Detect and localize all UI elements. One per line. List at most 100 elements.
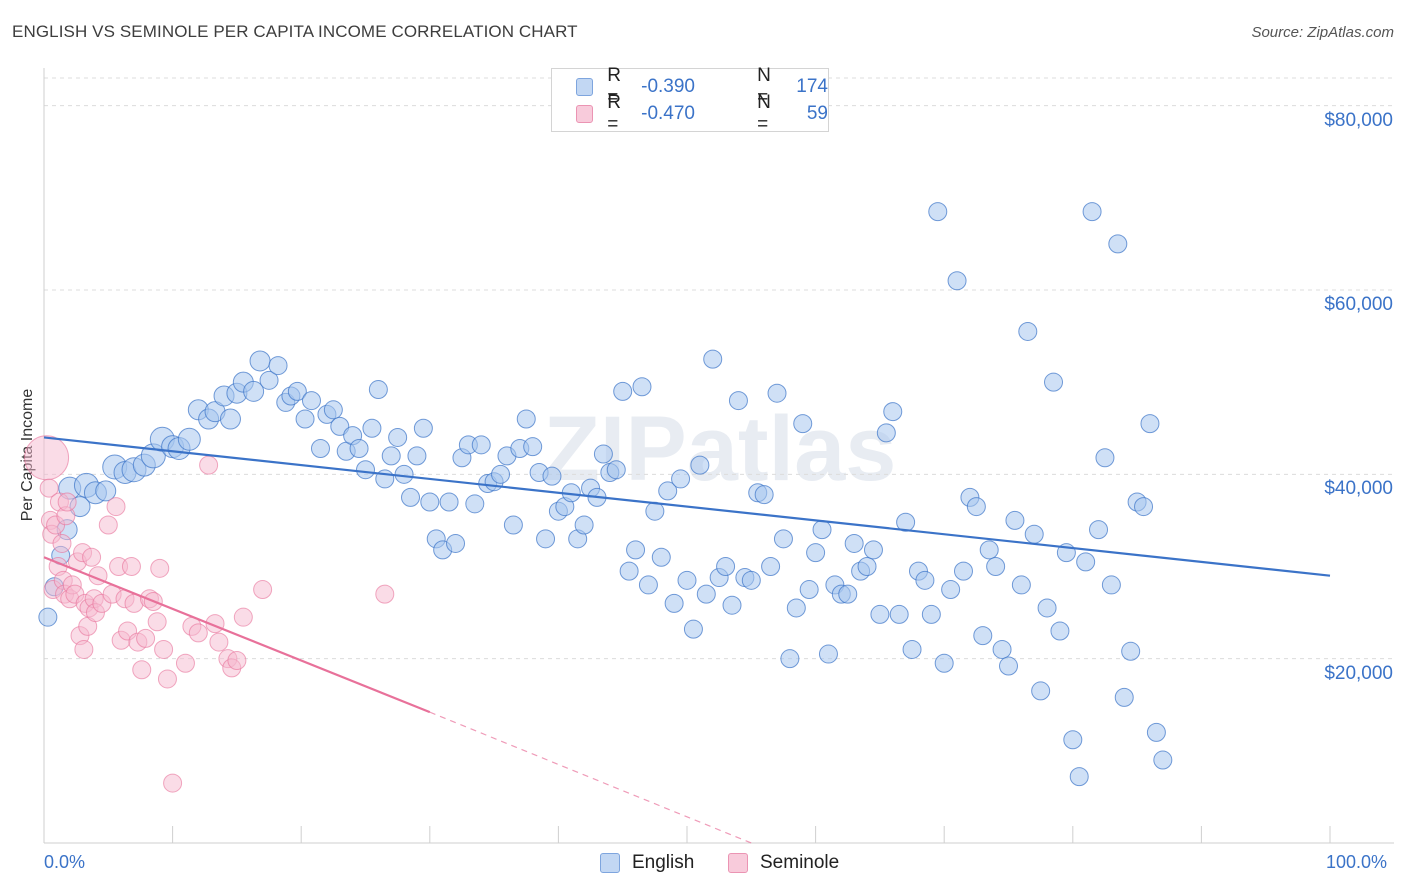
english-point bbox=[38, 607, 58, 627]
english-point bbox=[1050, 621, 1070, 641]
english-point bbox=[921, 604, 941, 624]
english-point bbox=[407, 446, 427, 466]
english-point bbox=[95, 480, 117, 502]
english-point bbox=[1095, 448, 1115, 468]
legend-n-label: N = bbox=[757, 65, 771, 108]
english-point bbox=[420, 492, 440, 512]
english-point bbox=[465, 494, 485, 514]
seminole-trend-line bbox=[43, 556, 431, 714]
english-point bbox=[491, 464, 511, 484]
english-point bbox=[523, 437, 543, 457]
english-point bbox=[1063, 730, 1083, 750]
english-point bbox=[889, 604, 909, 624]
legend-item-seminole: Seminole bbox=[728, 852, 839, 874]
x-tick-label-min: 0.0% bbox=[44, 852, 86, 872]
english-point bbox=[606, 460, 626, 480]
english-swatch bbox=[576, 78, 594, 96]
english-point bbox=[812, 520, 832, 540]
english-point bbox=[793, 414, 813, 434]
legend-r-label: R = bbox=[607, 65, 621, 108]
english-point bbox=[941, 580, 961, 600]
english-point bbox=[1121, 641, 1141, 661]
english-point bbox=[1076, 552, 1096, 572]
english-point bbox=[1024, 524, 1044, 544]
seminole-point bbox=[233, 607, 253, 627]
seminole-point bbox=[98, 515, 118, 535]
english-point bbox=[761, 556, 781, 576]
english-point bbox=[844, 533, 864, 553]
english-point bbox=[249, 350, 271, 372]
english-point bbox=[780, 649, 800, 669]
seminole-swatch bbox=[576, 105, 594, 123]
y-tick-label: $40,000 bbox=[1324, 478, 1393, 500]
english-point bbox=[806, 543, 826, 563]
seminole-point bbox=[121, 556, 141, 576]
seminole-point bbox=[157, 669, 177, 689]
english-point bbox=[934, 653, 954, 673]
english-point bbox=[986, 556, 1006, 576]
english-point bbox=[626, 540, 646, 560]
english-point bbox=[330, 416, 350, 436]
seminole-trend-extension bbox=[429, 711, 752, 844]
english-point bbox=[295, 409, 315, 429]
english-point bbox=[219, 408, 241, 430]
english-point bbox=[754, 485, 774, 505]
english-point bbox=[703, 349, 723, 369]
english-point bbox=[1082, 202, 1102, 222]
english-point bbox=[1069, 767, 1089, 787]
english-point bbox=[658, 481, 678, 501]
seminole-point bbox=[132, 660, 152, 680]
english-point bbox=[1011, 575, 1031, 595]
seminole-point bbox=[136, 628, 156, 648]
english-point bbox=[362, 418, 382, 438]
legend-r-label: R = bbox=[607, 92, 621, 135]
seminole-point bbox=[74, 639, 94, 659]
english-point bbox=[310, 439, 330, 459]
english-point bbox=[632, 377, 652, 397]
legend-n-value: 59 bbox=[806, 103, 828, 124]
seminole-point bbox=[82, 547, 102, 567]
english-point bbox=[696, 584, 716, 604]
english-point bbox=[394, 464, 414, 484]
english-point bbox=[1140, 414, 1160, 434]
english-point bbox=[1153, 750, 1173, 770]
english-point bbox=[368, 380, 388, 400]
english-point bbox=[1005, 510, 1025, 530]
english-point bbox=[1031, 681, 1051, 701]
english-point bbox=[966, 497, 986, 517]
english-trend-line bbox=[43, 436, 1331, 577]
english-point bbox=[574, 515, 594, 535]
english-point bbox=[259, 370, 279, 390]
english-point bbox=[728, 391, 748, 411]
english-point bbox=[664, 593, 684, 613]
english-point bbox=[716, 556, 736, 576]
seminole-point bbox=[163, 773, 183, 793]
english-point bbox=[799, 580, 819, 600]
english-point bbox=[999, 656, 1018, 676]
legend-n-value: 174 bbox=[796, 76, 828, 97]
english-point bbox=[268, 356, 288, 376]
english-point bbox=[722, 595, 742, 615]
english-point bbox=[381, 446, 401, 466]
english-point bbox=[863, 540, 883, 560]
english-point bbox=[243, 380, 265, 402]
correlation-legend: R = -0.390 N = 174 R = -0.470 N = 59 bbox=[551, 65, 829, 135]
english-point bbox=[613, 381, 633, 401]
seminole-point bbox=[175, 653, 195, 673]
english-point bbox=[388, 427, 408, 447]
english-point bbox=[177, 427, 201, 451]
english-point bbox=[401, 487, 421, 507]
english-point bbox=[671, 469, 691, 489]
seminole-point bbox=[39, 478, 59, 498]
english-point bbox=[677, 570, 697, 590]
chart-title: ENGLISH VS SEMINOLE PER CAPITA INCOME CO… bbox=[12, 22, 578, 41]
english-point bbox=[542, 466, 562, 486]
seminole-point bbox=[199, 455, 219, 475]
english-point bbox=[503, 515, 523, 535]
seminole-point bbox=[150, 558, 170, 578]
english-point bbox=[683, 619, 703, 639]
x-tick-label-max: 100.0% bbox=[1326, 852, 1388, 872]
english-point bbox=[786, 598, 806, 618]
trend-lines bbox=[43, 436, 1331, 844]
